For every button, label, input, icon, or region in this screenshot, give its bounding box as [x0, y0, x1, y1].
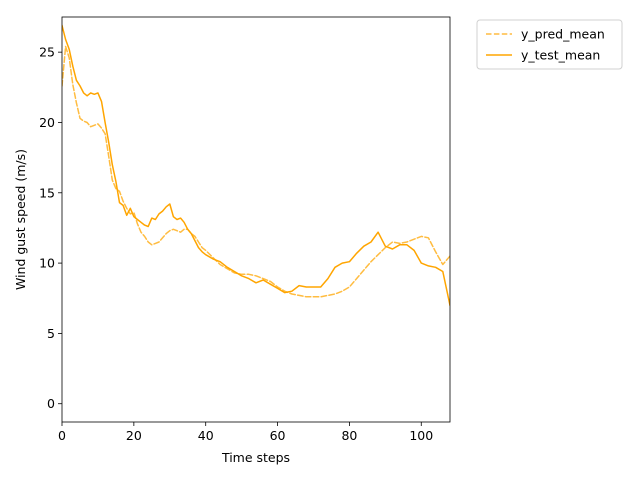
series-layer — [62, 24, 450, 307]
y-tick-label: 0 — [47, 396, 55, 411]
series-line-y-pred-mean — [62, 45, 450, 298]
x-tick-label: 40 — [198, 428, 214, 443]
x-axis-label: Time steps — [221, 450, 290, 465]
x-axis: 0 20 40 60 80 100 — [58, 422, 433, 443]
y-tick-label: 15 — [39, 185, 55, 200]
y-tick-label: 10 — [39, 256, 55, 271]
x-tick-label: 20 — [126, 428, 142, 443]
x-tick-label: 100 — [409, 428, 433, 443]
legend-entry-y-test-mean: y_test_mean — [521, 48, 600, 63]
legend-box — [476, 19, 623, 70]
y-axis-label: Wind gust speed (m/s) — [13, 149, 28, 290]
y-tick-label: 20 — [39, 115, 55, 130]
y-tick-label: 5 — [47, 326, 55, 341]
legend-entry-y-pred-mean: y_pred_mean — [521, 27, 605, 42]
x-tick-label: 60 — [270, 428, 286, 443]
series-line-y-test-mean — [62, 24, 450, 307]
plot-background — [62, 17, 450, 422]
y-tick-label: 25 — [39, 45, 55, 60]
x-tick-label: 80 — [341, 428, 357, 443]
x-tick-label: 0 — [58, 428, 66, 443]
plot-frame — [61, 16, 451, 423]
y-axis: 0 5 10 15 20 25 — [39, 45, 62, 411]
legend: y_pred_mean y_test_mean — [476, 19, 623, 70]
